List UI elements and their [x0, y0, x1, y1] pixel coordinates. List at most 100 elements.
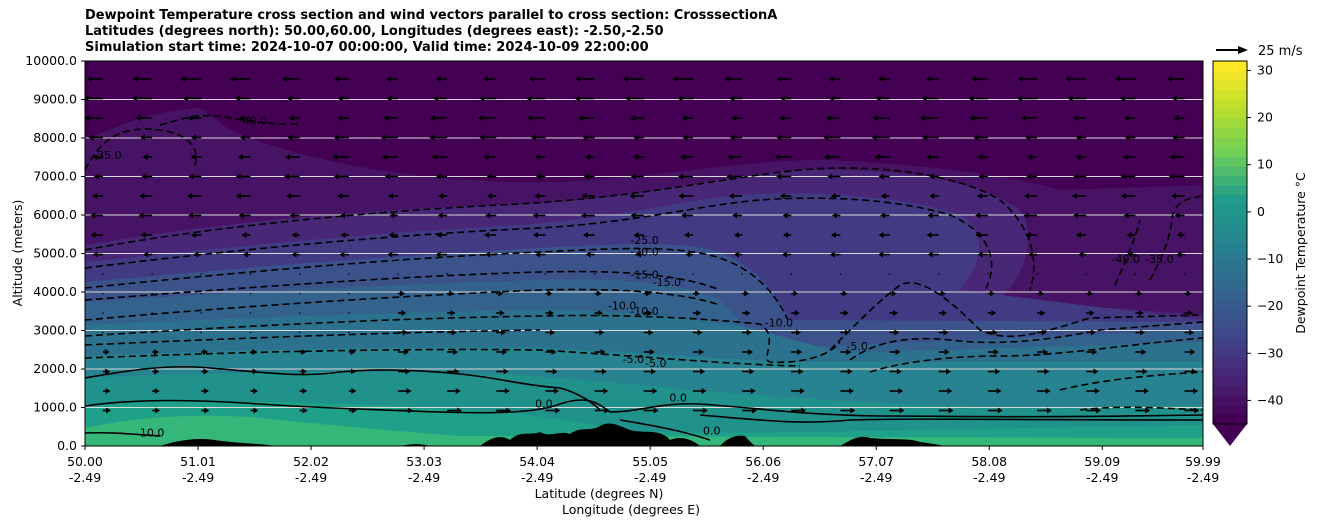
- wind-vector-head: [878, 251, 884, 258]
- wind-vector-head: [872, 115, 878, 121]
- wind-vector-head: [1045, 388, 1051, 394]
- wind-vectors: [85, 76, 1200, 414]
- contour-minus35: [85, 128, 197, 171]
- colorbar-band: [1213, 146, 1247, 158]
- wind-vector-head: [388, 193, 394, 199]
- wind-vector-head: [502, 349, 508, 355]
- wind-vector-head: [1124, 115, 1130, 121]
- contour-label: -25.0: [630, 234, 658, 247]
- contour-east-g: [1114, 219, 1141, 286]
- wind-vector-head: [252, 368, 258, 375]
- wind-vector-head: [695, 290, 701, 297]
- contour-east-d: [1059, 371, 1203, 391]
- wind-vector-head: [878, 76, 884, 82]
- wind-vector-head: [135, 115, 141, 121]
- wind-vector-head: [782, 232, 788, 238]
- contour-label: 10.0: [140, 426, 165, 439]
- wind-vector-head: [454, 368, 460, 375]
- wind-vector-head: [793, 290, 799, 297]
- wind-vector-head: [701, 388, 707, 394]
- colorbar-band: [1213, 127, 1247, 138]
- wind-vector-head: [728, 193, 734, 199]
- wind-vector-head: [1075, 154, 1081, 160]
- colorbar-band: [1213, 80, 1247, 91]
- wind-vector-head: [1191, 368, 1197, 375]
- contour-minus25-b: [85, 197, 993, 291]
- wind-vector-head: [850, 407, 856, 414]
- wind-vector-head: [504, 388, 510, 394]
- wind-vector-head: [1017, 95, 1023, 102]
- wind-vector-head: [287, 134, 293, 141]
- quiver-key: 25 m/s: [1216, 44, 1303, 59]
- wind-vector-head: [946, 368, 952, 375]
- wind-vector-head: [535, 251, 541, 258]
- wind-vector-head: [105, 368, 111, 375]
- wind-vector-head: [139, 193, 145, 199]
- colorbar-tick-label: 10: [1257, 157, 1273, 172]
- y-tick-label: 8000.0: [33, 130, 77, 145]
- contour-label: -10.0: [630, 305, 658, 318]
- wind-vector-head: [435, 76, 441, 82]
- colorbar: 30 20 10 0 −10 −20 −30 −40 Dewpoint Temperature…: [1212, 60, 1308, 446]
- wind-vector-head: [182, 95, 188, 102]
- title-line-2: Latitudes (degrees north): 50.00,60.00, …: [85, 24, 664, 39]
- wind-vector-head: [682, 134, 688, 141]
- wind-vector-head: [724, 76, 730, 82]
- wind-vector-head: [252, 349, 258, 355]
- colorbar-extend-min: [1213, 424, 1247, 446]
- x-tick-label-lon: -2.49: [973, 470, 1005, 485]
- wind-vector-head: [823, 154, 829, 160]
- contour-label: -5.0: [623, 353, 644, 366]
- colorbar-band: [1213, 261, 1247, 272]
- wind-vector-head: [734, 232, 740, 238]
- wind-vector-head: [235, 193, 241, 199]
- colorbar-band: [1213, 223, 1247, 234]
- wind-vector-head: [381, 154, 387, 160]
- wind-vector-head: [1065, 76, 1071, 82]
- wind-vector-head: [581, 212, 587, 219]
- wind-vector-head: [1024, 193, 1030, 199]
- y-axis-label: Altitude (meters): [10, 200, 25, 307]
- wind-vector-head: [1171, 193, 1177, 199]
- wind-vector-head: [781, 251, 787, 258]
- wind-vector-head: [896, 368, 902, 375]
- wind-vector-head: [582, 232, 588, 238]
- y-tick-label: 7000.0: [33, 169, 77, 184]
- contour-label: -5.0: [846, 340, 867, 353]
- wind-vector-head: [977, 154, 983, 160]
- wind-vector-head: [630, 115, 636, 121]
- wind-vector-head: [582, 134, 588, 141]
- wind-vector-head: [479, 134, 485, 141]
- wind-vector-head: [849, 388, 855, 394]
- wind-vector-head: [402, 329, 408, 336]
- wind-vector-head: [1119, 95, 1125, 102]
- wind-vector-head: [105, 407, 111, 414]
- wind-vector-head: [648, 329, 654, 336]
- wind-vector-head: [1143, 388, 1149, 394]
- wind-vector-head: [433, 95, 439, 102]
- wind-vector-head: [645, 290, 651, 297]
- wind-vector-head: [630, 173, 636, 180]
- wind-vector-head: [779, 115, 785, 121]
- wind-vector-head: [132, 76, 138, 82]
- colorbar-tick-label: 20: [1257, 110, 1273, 125]
- contour-east-b: [849, 321, 1203, 361]
- wind-vector-head: [830, 193, 836, 199]
- wind-vector-head: [585, 251, 591, 258]
- wind-vector-head: [190, 232, 196, 238]
- wind-vector-head: [526, 95, 532, 102]
- contour-minus20-a: [85, 247, 791, 326]
- contour-0-d: [619, 419, 711, 441]
- wind-vector-head: [797, 349, 803, 355]
- wind-vector-head: [380, 134, 386, 141]
- wind-vector-head: [104, 349, 110, 355]
- wind-vector-head: [555, 407, 561, 414]
- wind-vector-head: [898, 388, 904, 394]
- wind-vector-head: [574, 95, 580, 102]
- wind-vector-head: [1075, 134, 1081, 141]
- wind-vector-head: [823, 134, 829, 141]
- wind-vector-head: [551, 349, 557, 355]
- wind-vector-head: [731, 115, 737, 121]
- wind-vector-head: [874, 154, 880, 160]
- wind-vector-head: [532, 212, 538, 219]
